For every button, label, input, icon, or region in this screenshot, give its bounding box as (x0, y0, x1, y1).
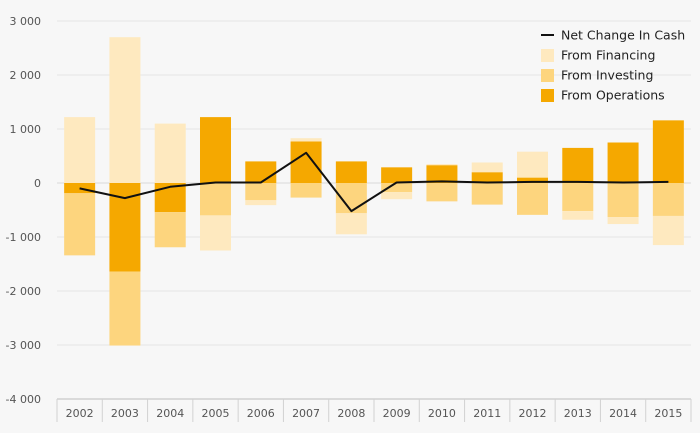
bar-from-financing-2005 (200, 215, 231, 251)
x-tick-label-2011: 2011 (473, 407, 501, 420)
x-tick-label-2007: 2007 (292, 407, 320, 420)
x-tick-label-2009: 2009 (383, 407, 411, 420)
bar-from-financing-2014 (607, 217, 639, 225)
legend: Net Change In Cash From Financing From Inv… (541, 28, 685, 103)
y-tick-label: -3 000 (6, 339, 41, 352)
x-tick-label-2010: 2010 (428, 407, 456, 420)
legend-label-net-change-in-cash: Net Change In Cash (561, 28, 685, 43)
x-tick-label-2008: 2008 (337, 407, 365, 420)
y-tick-label: -2 000 (6, 285, 41, 298)
y-tick-label: -4 000 (6, 393, 41, 406)
bar-from-operations-2015 (652, 120, 684, 183)
bar-from-investing-2012 (517, 183, 548, 215)
bar-from-financing-2013 (562, 211, 594, 220)
y-tick-label: 0 (34, 177, 41, 190)
bar-from-investing-2002 (64, 193, 96, 256)
bar-from-operations-2002 (64, 183, 96, 194)
x-tick-label-2004: 2004 (156, 407, 184, 420)
bar-from-financing-2004 (154, 123, 186, 183)
x-tick-label-2003: 2003 (111, 407, 139, 420)
bar-from-operations-2008 (335, 161, 367, 183)
legend-swatch-from-operations (541, 89, 554, 102)
y-tick-label: 2 000 (10, 69, 42, 82)
bar-from-investing-2009 (381, 183, 413, 193)
x-tick-label-2002: 2002 (66, 407, 94, 420)
bar-from-investing-2003 (109, 271, 141, 346)
bar-from-operations-2006 (245, 161, 277, 183)
legend-swatch-from-investing (541, 69, 554, 82)
bars (64, 37, 684, 346)
y-tick-label: -1 000 (6, 231, 41, 244)
net-change-series-line (79, 151, 669, 213)
legend-label-from-financing: From Financing (561, 48, 655, 63)
bar-from-operations-2009 (381, 167, 413, 183)
bar-from-operations-2010 (426, 165, 458, 183)
x-axis: 2002 2003 2004 2005 2006 2007 2008 2009 2010 2011… (56, 398, 692, 422)
x-tick-label-2014: 2014 (609, 407, 637, 420)
bar-from-investing-2014 (607, 183, 639, 218)
bar-from-financing-2009 (381, 192, 413, 200)
x-tick-label-2015: 2015 (654, 407, 682, 420)
legend-label-from-operations: From Operations (561, 88, 665, 103)
legend-label-from-investing: From Investing (561, 68, 653, 83)
bar-from-investing-2011 (471, 183, 503, 205)
x-tick-label-2005: 2005 (202, 407, 230, 420)
x-tick-label-2006: 2006 (247, 407, 275, 420)
bar-from-operations-2005 (200, 117, 231, 183)
bar-from-investing-2015 (652, 183, 684, 216)
bar-from-financing-2006 (245, 200, 277, 206)
bar-from-investing-2010 (426, 183, 458, 202)
bar-from-investing-2004 (154, 212, 186, 248)
bar-from-operations-2013 (562, 147, 594, 183)
bar-from-investing-2007 (290, 183, 322, 198)
bar-from-financing-2012 (517, 151, 548, 178)
bar-from-financing-2003 (109, 37, 141, 184)
bar-from-financing-2008 (335, 213, 367, 235)
bar-from-operations-2011 (471, 172, 503, 183)
x-tick-label-2012: 2012 (519, 407, 547, 420)
bar-from-financing-2007 (290, 138, 322, 142)
x-tick-label-2013: 2013 (564, 407, 592, 420)
y-tick-label: 3 000 (10, 15, 42, 28)
y-axis: 3 000 2 000 1 000 0 -1 000 -2 000 -3 000 -4 000 (6, 15, 41, 406)
bar-from-operations-2004 (154, 183, 186, 213)
bar-from-financing-2015 (652, 215, 684, 246)
bar-from-investing-2005 (200, 183, 231, 216)
bar-from-investing-2013 (562, 183, 594, 212)
bar-from-operations-2014 (607, 142, 639, 183)
bar-from-financing-2002 (64, 117, 96, 183)
net-change-line (79, 151, 669, 213)
y-tick-label: 1 000 (10, 123, 42, 136)
legend-swatch-from-financing (541, 49, 554, 62)
bar-from-operations-2012 (517, 177, 548, 183)
bar-from-investing-2006 (245, 183, 277, 201)
bar-from-operations-2007 (290, 141, 322, 183)
bar-from-financing-2010 (426, 164, 458, 166)
bar-from-financing-2011 (471, 162, 503, 173)
